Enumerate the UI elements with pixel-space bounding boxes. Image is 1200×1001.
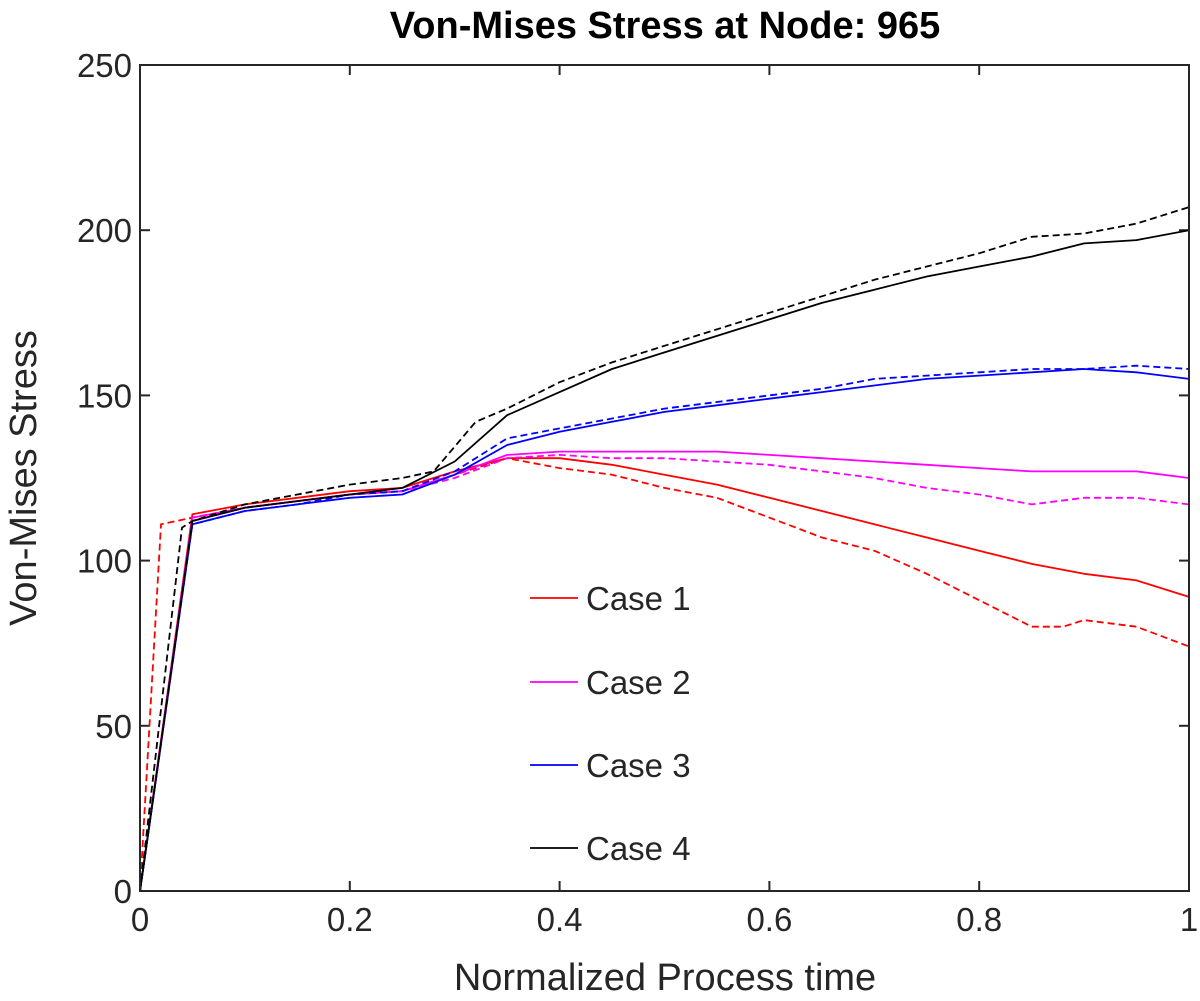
y-tick-label: 50	[95, 708, 132, 745]
axes: 0 0.2 0.4 0.6 0.8 1 0 50 100 150 200 250	[77, 47, 1198, 938]
series-line-1	[139, 457, 1190, 892]
legend-label: Case 1	[586, 580, 691, 617]
y-tick-label: 0	[114, 873, 132, 910]
series-line-6	[139, 364, 1190, 892]
y-tick-label: 200	[77, 212, 132, 249]
y-tick-label: 100	[77, 543, 132, 580]
series-line-5	[139, 368, 1190, 892]
x-tick-label: 0.4	[537, 901, 583, 938]
y-axis-label: Von-Mises Stress	[3, 330, 45, 626]
legend-label: Case 3	[586, 747, 691, 784]
chart-title: Von-Mises Stress at Node: 965	[390, 5, 940, 47]
series-line-7	[139, 229, 1190, 892]
plot-frame	[139, 64, 1190, 892]
plot-series	[139, 206, 1190, 892]
x-tick-label: 0.2	[327, 901, 373, 938]
legend-label: Case 4	[586, 830, 691, 867]
legend: Case 1 Case 2 Case 3 Case 4	[530, 580, 691, 867]
x-axis-label: Normalized Process time	[454, 957, 876, 999]
y-tick-label: 250	[77, 47, 132, 84]
legend-label: Case 2	[586, 664, 691, 701]
x-tick-label: 0	[131, 901, 149, 938]
x-tick-label: 0.8	[956, 901, 1002, 938]
series-line-8	[139, 206, 1190, 892]
x-tick-label: 1	[1180, 901, 1198, 938]
x-tick-label: 0.6	[746, 901, 792, 938]
y-tick-label: 150	[77, 377, 132, 414]
